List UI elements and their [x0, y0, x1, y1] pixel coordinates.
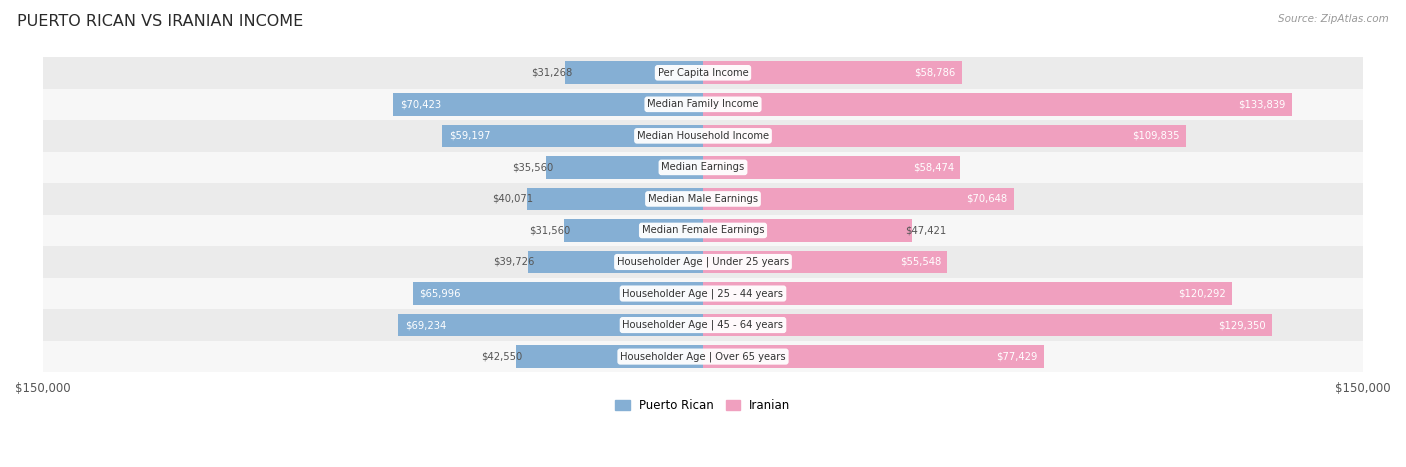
- Text: $40,071: $40,071: [492, 194, 533, 204]
- Text: $47,421: $47,421: [905, 226, 946, 235]
- Bar: [42, 341, 1364, 372]
- Bar: [42, 215, 1364, 246]
- Bar: [703, 282, 1233, 305]
- Text: Median Earnings: Median Earnings: [661, 163, 745, 172]
- Bar: [703, 219, 911, 242]
- Bar: [516, 345, 703, 368]
- Bar: [703, 156, 960, 179]
- Bar: [703, 345, 1043, 368]
- Bar: [398, 314, 703, 336]
- Bar: [703, 62, 962, 84]
- Text: $77,429: $77,429: [995, 352, 1038, 361]
- Text: Householder Age | 25 - 44 years: Householder Age | 25 - 44 years: [623, 288, 783, 299]
- Text: $133,839: $133,839: [1239, 99, 1285, 109]
- Text: Per Capita Income: Per Capita Income: [658, 68, 748, 78]
- Text: $58,786: $58,786: [914, 68, 955, 78]
- Bar: [565, 62, 703, 84]
- Bar: [42, 246, 1364, 278]
- Bar: [703, 251, 948, 273]
- Text: Median Household Income: Median Household Income: [637, 131, 769, 141]
- Bar: [547, 156, 703, 179]
- Bar: [564, 219, 703, 242]
- Bar: [527, 188, 703, 210]
- Bar: [42, 120, 1364, 152]
- Text: $59,197: $59,197: [449, 131, 491, 141]
- Text: $35,560: $35,560: [512, 163, 553, 172]
- Text: $129,350: $129,350: [1218, 320, 1265, 330]
- Text: Median Male Earnings: Median Male Earnings: [648, 194, 758, 204]
- Text: $120,292: $120,292: [1178, 289, 1226, 298]
- Legend: Puerto Rican, Iranian: Puerto Rican, Iranian: [610, 395, 796, 417]
- Text: PUERTO RICAN VS IRANIAN INCOME: PUERTO RICAN VS IRANIAN INCOME: [17, 14, 304, 29]
- Text: $70,423: $70,423: [399, 99, 440, 109]
- Text: Householder Age | 45 - 64 years: Householder Age | 45 - 64 years: [623, 320, 783, 330]
- Bar: [394, 93, 703, 116]
- Text: $31,560: $31,560: [530, 226, 571, 235]
- Bar: [703, 188, 1014, 210]
- Text: Median Family Income: Median Family Income: [647, 99, 759, 109]
- Text: Householder Age | Over 65 years: Householder Age | Over 65 years: [620, 351, 786, 362]
- Text: Householder Age | Under 25 years: Householder Age | Under 25 years: [617, 257, 789, 267]
- Text: $69,234: $69,234: [405, 320, 446, 330]
- Text: $70,648: $70,648: [966, 194, 1007, 204]
- Bar: [42, 89, 1364, 120]
- Text: $31,268: $31,268: [530, 68, 572, 78]
- Text: Source: ZipAtlas.com: Source: ZipAtlas.com: [1278, 14, 1389, 24]
- Bar: [529, 251, 703, 273]
- Bar: [412, 282, 703, 305]
- Text: $55,548: $55,548: [900, 257, 941, 267]
- Bar: [42, 57, 1364, 89]
- Bar: [703, 93, 1292, 116]
- Text: $65,996: $65,996: [419, 289, 461, 298]
- Bar: [42, 152, 1364, 183]
- Text: $109,835: $109,835: [1132, 131, 1180, 141]
- Text: $42,550: $42,550: [481, 352, 522, 361]
- Text: $39,726: $39,726: [494, 257, 534, 267]
- Bar: [703, 125, 1187, 147]
- Text: $58,474: $58,474: [912, 163, 953, 172]
- Text: Median Female Earnings: Median Female Earnings: [641, 226, 765, 235]
- Bar: [42, 309, 1364, 341]
- Bar: [42, 278, 1364, 309]
- Bar: [42, 183, 1364, 215]
- Bar: [703, 314, 1272, 336]
- Bar: [443, 125, 703, 147]
